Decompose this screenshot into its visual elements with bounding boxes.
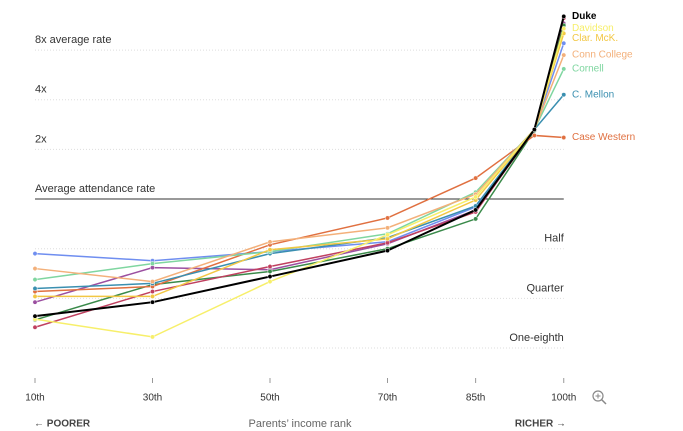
zoom-icon[interactable] <box>592 390 607 405</box>
zoom-handle <box>600 398 607 405</box>
point <box>267 247 273 253</box>
point <box>32 286 38 291</box>
point <box>561 40 567 46</box>
point <box>150 265 155 271</box>
point <box>150 279 155 285</box>
series-line <box>34 25 565 321</box>
series-line <box>34 17 565 328</box>
point <box>150 289 155 294</box>
point <box>531 133 537 138</box>
point <box>385 215 390 221</box>
point <box>32 324 38 330</box>
point <box>267 239 273 245</box>
poorer-note: ← POORER <box>34 419 91 430</box>
point <box>473 175 479 181</box>
point <box>150 293 155 299</box>
x-tick-label: 100th <box>551 393 576 404</box>
point <box>561 66 567 72</box>
x-tick-label: 30th <box>143 393 162 404</box>
point <box>473 194 479 200</box>
point <box>32 251 38 257</box>
y-tick-label: One-eighth <box>509 332 563 344</box>
series-label: Davidson <box>572 23 614 34</box>
series-line <box>34 68 565 281</box>
point <box>267 274 273 280</box>
point <box>32 277 38 283</box>
y-tick-label: Quarter <box>526 282 564 294</box>
point <box>561 135 567 140</box>
series-line <box>34 16 565 318</box>
point <box>32 313 38 319</box>
point <box>385 232 390 238</box>
series-label: C. Mellon <box>572 89 614 100</box>
point <box>150 299 155 305</box>
point <box>32 266 38 272</box>
point <box>267 269 273 274</box>
zoom-circle <box>592 390 604 402</box>
point <box>561 52 567 58</box>
point <box>267 264 273 269</box>
point <box>473 207 479 213</box>
series-label: Case Western <box>572 132 635 143</box>
point <box>561 92 567 98</box>
series-label: Cornell <box>572 64 604 75</box>
point <box>561 26 567 32</box>
series-line <box>34 43 565 262</box>
point <box>150 334 155 340</box>
point <box>385 248 390 254</box>
point <box>385 236 390 242</box>
x-tick-label: 50th <box>260 393 279 404</box>
richer-note: RICHER → <box>515 419 566 430</box>
point <box>531 127 537 132</box>
series-label: Duke <box>572 11 597 22</box>
point <box>561 13 567 19</box>
y-tick-label: Half <box>544 233 565 245</box>
x-tick-label: 85th <box>466 393 485 404</box>
x-tick-label: 70th <box>378 393 397 404</box>
point <box>385 225 390 231</box>
y-tick-label: 8x average rate <box>35 34 111 46</box>
y-tick-label: 4x <box>35 84 47 96</box>
point <box>32 299 38 305</box>
series-label: Conn College <box>572 50 633 61</box>
y-tick-label: Average attendance rate <box>35 183 155 195</box>
x-axis-label: Parents’ income rank <box>249 418 352 430</box>
point <box>150 261 155 267</box>
point <box>32 293 38 299</box>
y-tick-label: 2x <box>35 133 47 145</box>
point <box>473 216 479 222</box>
series-label: Clar. McK. <box>572 33 618 44</box>
series-line <box>35 33 565 298</box>
point <box>267 279 273 285</box>
x-tick-label: 10th <box>25 393 44 404</box>
